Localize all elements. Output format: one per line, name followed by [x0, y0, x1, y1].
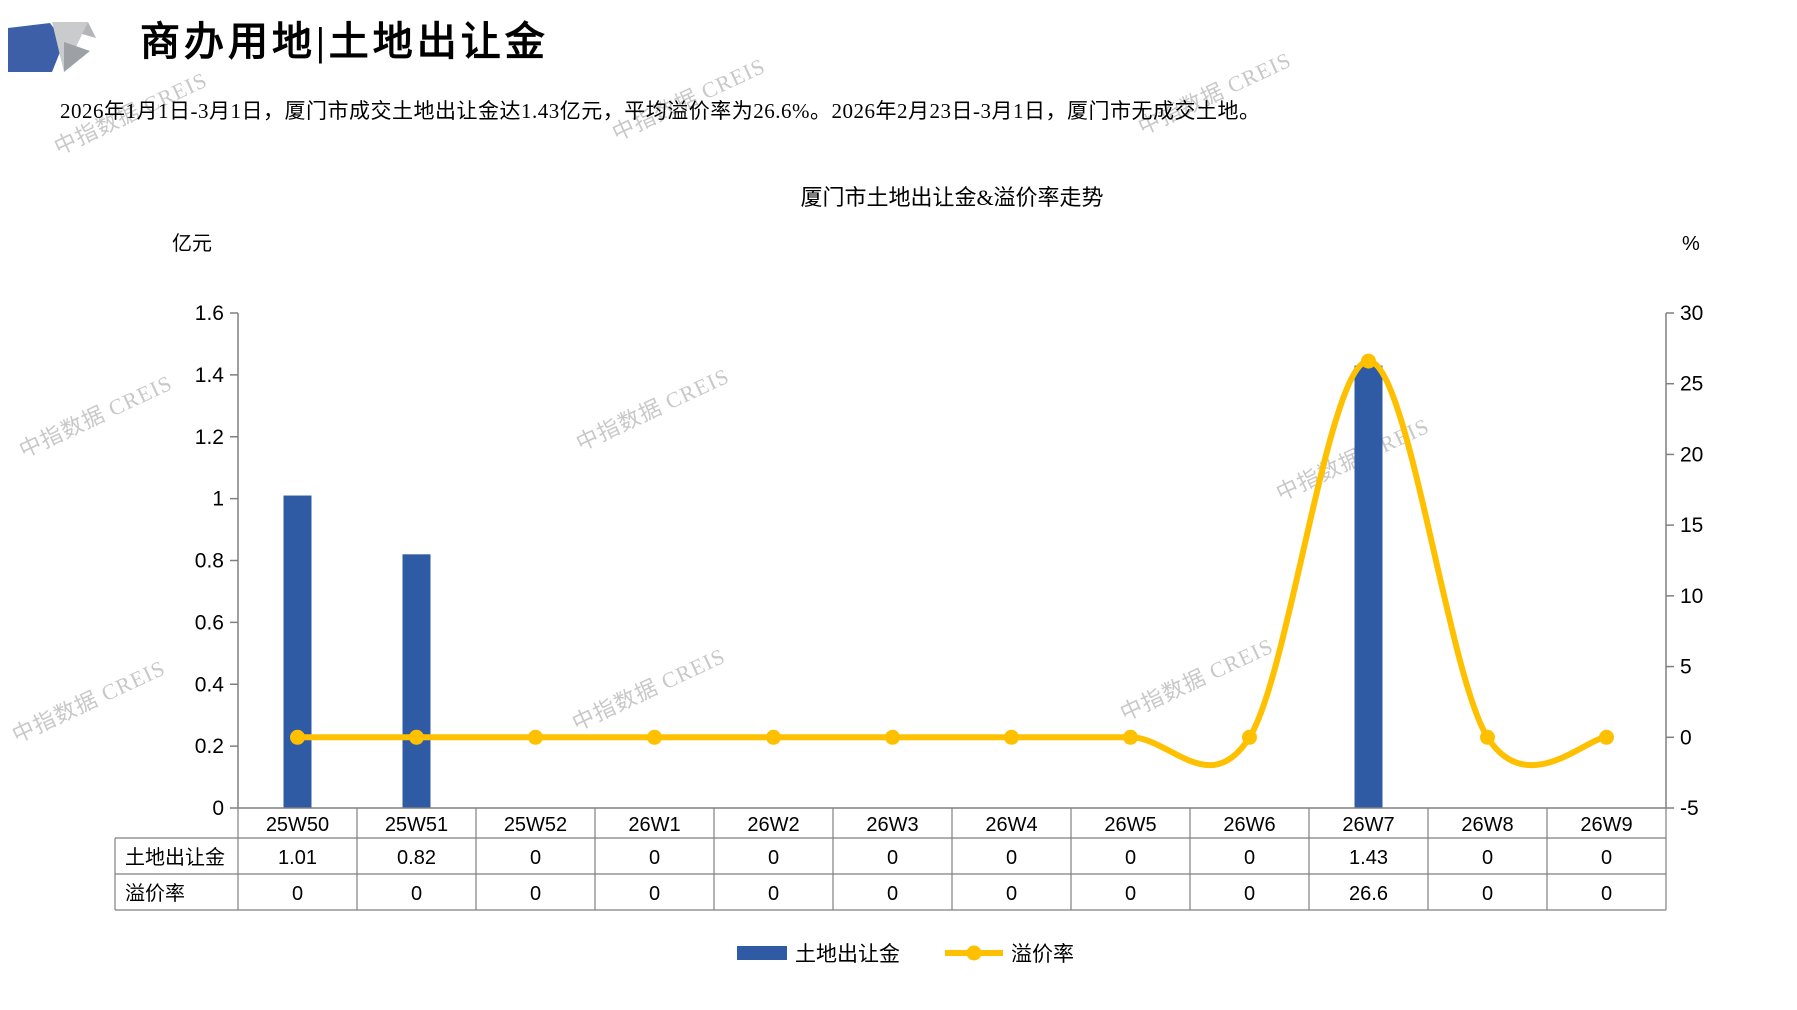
bar-25W50: [283, 495, 312, 808]
line-marker-25W51: [409, 729, 424, 745]
right-axis-label: 5: [1680, 656, 1692, 679]
category-label: 26W3: [866, 814, 918, 836]
category-label: 26W1: [628, 814, 680, 836]
table-cell: 0: [1482, 883, 1493, 905]
line-marker-26W5: [1123, 729, 1138, 745]
category-label: 26W8: [1461, 814, 1513, 836]
left-axis-label: 0.2: [195, 735, 224, 758]
left-axis-label: 1.2: [195, 426, 224, 449]
table-cell: 0: [411, 883, 422, 905]
left-axis-label: 0.6: [195, 611, 224, 634]
table-cell: 0: [887, 847, 898, 869]
category-label: 26W5: [1104, 814, 1156, 836]
right-axis-label: 20: [1680, 443, 1703, 466]
right-axis-unit: %: [1682, 233, 1700, 255]
creis-logo: [8, 14, 120, 72]
category-label: 26W7: [1342, 814, 1394, 836]
summary-text: 2026年1月1日-3月1日，厦门市成交土地出让金达1.43亿元，平均溢价率为2…: [60, 99, 1261, 123]
category-label: 25W50: [266, 814, 329, 836]
table-cell: 0: [768, 883, 779, 905]
line-marker-26W4: [1004, 729, 1019, 745]
line-marker-26W1: [647, 729, 662, 745]
table-cell: 0: [1244, 883, 1255, 905]
right-axis-label: 0: [1680, 726, 1692, 749]
right-axis-label: 10: [1680, 585, 1703, 608]
line-marker-26W2: [766, 729, 781, 745]
creis-logo-mark: [8, 22, 96, 72]
category-label: 25W52: [504, 814, 567, 836]
chart-title: 厦门市土地出让金&溢价率走势: [800, 185, 1103, 210]
table-cell: 0: [1006, 883, 1017, 905]
left-axis-label: 1.4: [195, 364, 225, 387]
table-cell: 0: [1601, 883, 1612, 905]
left-axis-label: 0: [212, 797, 224, 820]
category-label: 26W2: [747, 814, 799, 836]
line-marker-25W50: [290, 729, 305, 745]
table-row-header: 土地出让金: [125, 846, 225, 869]
right-axis-label: 15: [1680, 514, 1703, 537]
left-axis-label: 1.6: [195, 302, 224, 325]
right-axis-label: 25: [1680, 373, 1703, 396]
legend-line-marker: [966, 945, 982, 961]
left-axis-label: 0.4: [195, 673, 225, 696]
table-cell: 0: [649, 847, 660, 869]
table-cell: 0: [1601, 847, 1612, 869]
table-row-header: 溢价率: [125, 882, 185, 905]
table-cell: 0: [1482, 847, 1493, 869]
table-cell: 0: [1006, 847, 1017, 869]
page-header: 商办用地|土地出让金: [0, 0, 1797, 90]
bar-25W51: [402, 554, 431, 808]
bar-26W7: [1354, 365, 1383, 808]
table-cell: 0: [1125, 883, 1136, 905]
page-title: 商办用地|土地出让金: [140, 19, 549, 64]
table-cell: 0.82: [397, 847, 436, 869]
table-cell: 0: [292, 883, 303, 905]
table-cell: 0: [1125, 847, 1136, 869]
category-label: 25W51: [385, 814, 448, 836]
table-cell: 0: [768, 847, 779, 869]
premium-rate-line: [294, 358, 1610, 769]
legend-bar-swatch: [737, 946, 787, 960]
right-axis-label: 30: [1680, 302, 1703, 325]
table-cell: 26.6: [1349, 883, 1388, 905]
line-marker-26W8: [1480, 729, 1495, 745]
legend-line-label: 溢价率: [1011, 942, 1074, 966]
category-label: 26W4: [985, 814, 1037, 836]
table-cell: 0: [887, 883, 898, 905]
table-cell: 0: [530, 847, 541, 869]
table-cell: 0: [1244, 847, 1255, 869]
category-label: 26W9: [1580, 814, 1632, 836]
right-axis-label: -5: [1680, 797, 1699, 820]
line-marker-26W3: [885, 729, 900, 745]
line-marker-26W9: [1599, 729, 1614, 745]
line-marker-26W7: [1361, 353, 1376, 369]
line-marker-26W6: [1242, 729, 1257, 745]
table-cell: 0: [530, 883, 541, 905]
table-cell: 1.01: [278, 847, 317, 869]
legend-bar-label: 土地出让金: [795, 942, 900, 966]
table-cell: 1.43: [1349, 847, 1388, 869]
left-axis-unit: 亿元: [172, 232, 212, 255]
line-marker-25W52: [528, 729, 543, 745]
left-axis-label: 0.8: [195, 550, 224, 573]
left-axis-label: 1: [212, 488, 224, 511]
table-cell: 0: [649, 883, 660, 905]
category-label: 26W6: [1223, 814, 1275, 836]
